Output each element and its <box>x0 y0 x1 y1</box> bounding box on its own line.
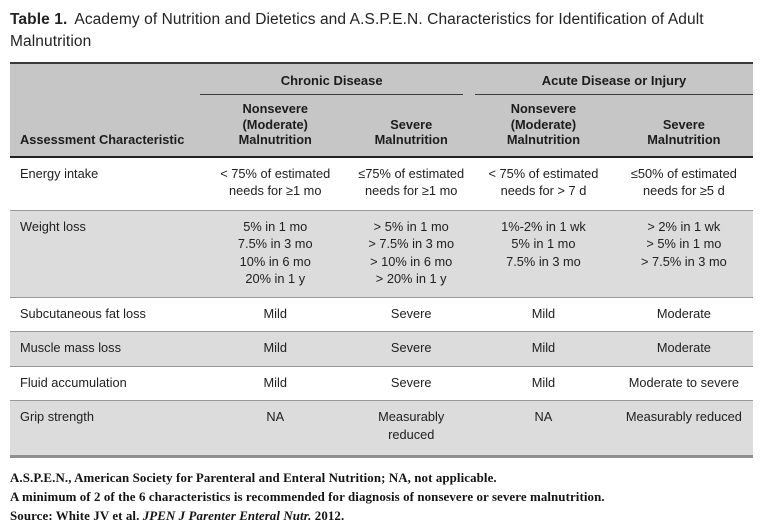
row-label: Grip strength <box>20 409 94 424</box>
column-header-acute-nonsevere: Nonsevere (Moderate) Malnutrition <box>506 101 581 147</box>
table-cell: Moderate to severe <box>628 374 739 390</box>
table-header: Chronic Disease Acute Disease or Injury … <box>10 64 753 158</box>
table-number-label: Table 1. <box>10 11 68 28</box>
table-title-text: Academy of Nutrition and Dietetics and A… <box>10 11 704 50</box>
table-cell: Measurably reduced <box>625 409 742 424</box>
row-label: Energy intake <box>20 165 99 181</box>
table-cell: > 2% in 1 wk > 5% in 1 mo > 7.5% in 3 mo <box>641 218 727 269</box>
table-cell: > 5% in 1 mo > 7.5% in 3 mo > 10% in 6 m… <box>368 218 455 287</box>
table-cell: 1%-2% in 1 wk 5% in 1 mo 7.5% in 3 mo <box>501 218 586 269</box>
table-row-weight-loss: Weight loss 5% in 1 mo 7.5% in 3 mo 10% … <box>10 209 753 297</box>
table-cell: < 75% of estimated needs for > 7 d <box>488 165 599 199</box>
table-cell: 5% in 1 mo 7.5% in 3 mo 10% in 6 mo 20% … <box>237 218 313 287</box>
column-header-chronic-severe: Severe Malnutrition <box>374 116 448 148</box>
table-cell: Mild <box>531 340 556 355</box>
footnote-abbreviations: A.S.P.E.N., American Society for Parente… <box>10 471 497 485</box>
row-label: Weight loss <box>20 218 86 234</box>
group-header-chronic-disease: Chronic Disease <box>200 72 464 95</box>
column-header-row: Assessment Characteristic Nonsevere (Mod… <box>10 95 753 156</box>
table-cell: Moderate <box>656 340 711 355</box>
malnutrition-characteristics-table: Chronic Disease Acute Disease or Injury … <box>10 62 753 458</box>
footnote-source-prefix: Source: White JV et al. <box>10 509 143 523</box>
row-label: Fluid accumulation <box>20 374 127 390</box>
table-cell: NA <box>534 409 553 424</box>
table-cell: ≤75% of estimated needs for ≥1 mo <box>358 165 465 199</box>
table-cell: Mild <box>263 305 287 321</box>
group-header-row: Chronic Disease Acute Disease or Injury <box>10 64 753 95</box>
table-row-fluid-accumulation: Fluid accumulation Mild Severe Mild Mode… <box>10 365 753 401</box>
table-cell: Severe <box>390 305 432 321</box>
footnote-source: Source: White JV et al. JPEN J Parenter … <box>10 507 755 526</box>
footnote-diagnosis-note: A minimum of 2 of the 6 characteristics … <box>10 490 605 504</box>
table-row-energy-intake: Energy intake < 75% of estimated needs f… <box>10 158 753 210</box>
group-header-acute-disease-or-injury: Acute Disease or Injury <box>475 72 753 95</box>
table-title: Table 1. Academy of Nutrition and Dieteti… <box>10 9 752 53</box>
table-cell: Moderate <box>656 305 711 321</box>
column-header-acute-severe: Severe Malnutrition <box>647 116 721 148</box>
table-row-grip-strength: Grip strength NA Measurably reduced NA M… <box>10 400 753 455</box>
table-body: Energy intake < 75% of estimated needs f… <box>10 158 753 455</box>
table-cell: NA <box>266 409 285 424</box>
table-cell: Measurably reduced <box>378 409 445 442</box>
table-cell: Mild <box>263 340 287 355</box>
row-label: Muscle mass loss <box>20 340 121 355</box>
table-row-muscle-mass-loss: Muscle mass loss Mild Severe Mild Modera… <box>10 331 753 366</box>
table-cell: Mild <box>263 374 287 390</box>
table-row-subcutaneous-fat-loss: Subcutaneous fat loss Mild Severe Mild M… <box>10 296 753 332</box>
footnote-source-journal: JPEN J Parenter Enteral Nutr. <box>142 509 312 523</box>
group-header-spacer <box>10 72 200 95</box>
table-cell: Mild <box>531 305 556 321</box>
table-cell: Mild <box>531 374 556 390</box>
column-header-chronic-nonsevere: Nonsevere (Moderate) Malnutrition <box>238 101 312 147</box>
table-cell: Severe <box>390 340 432 355</box>
table-cell: < 75% of estimated needs for ≥1 mo <box>220 165 331 199</box>
table-cell: ≤50% of estimated needs for ≥5 d <box>630 165 737 199</box>
column-header-assessment-characteristic: Assessment Characteristic <box>20 132 185 147</box>
footnote-source-suffix: 2012. <box>311 509 345 523</box>
table-cell: Severe <box>390 374 432 390</box>
row-label: Subcutaneous fat loss <box>20 305 146 321</box>
table-footnotes: A.S.P.E.N., American Society for Parente… <box>10 469 755 526</box>
